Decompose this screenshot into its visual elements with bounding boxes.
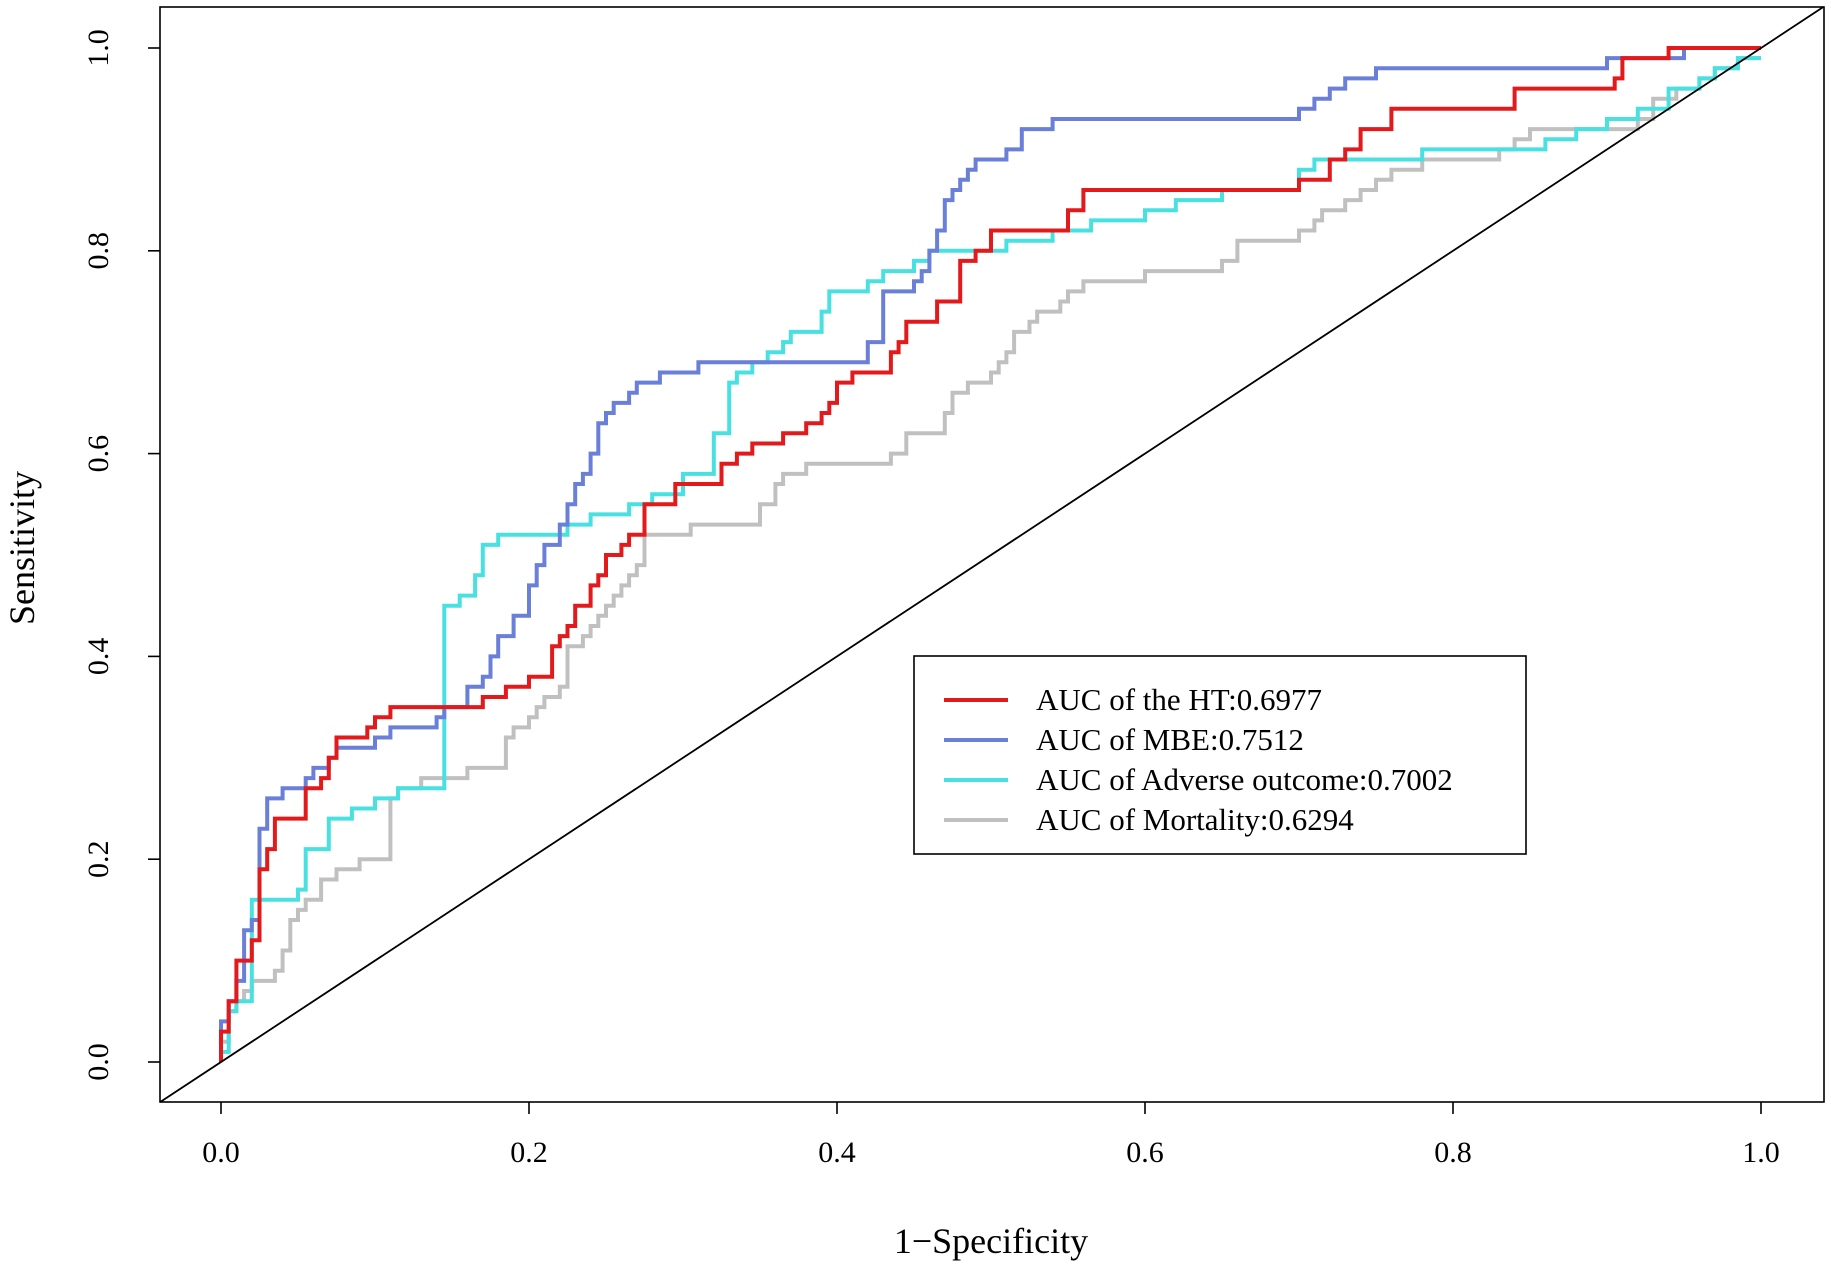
legend-label-2: AUC of MBE:0.7512 [1036, 722, 1304, 757]
legend-label-1: AUC of the HT:0.6977 [1036, 682, 1322, 717]
x-tick-label: 0.0 [202, 1136, 240, 1169]
reference-diagonal-line [159, 6, 1824, 1103]
legend-box [913, 655, 1527, 855]
y-axis: 0.0 0.2 0.4 0.6 0.8 1.0 [82, 29, 160, 1081]
legend-label-4: AUC of Mortality:0.6294 [1036, 802, 1354, 837]
y-tick-label: 0.0 [82, 1043, 115, 1081]
reference-layer [159, 6, 1824, 1103]
plot-frame [159, 6, 1825, 1103]
roc-series-line-3 [219, 56, 1761, 1062]
y-tick-label: 0.2 [82, 840, 115, 878]
y-tick-label: 0.4 [82, 638, 115, 676]
y-tick-label: 1.0 [82, 29, 115, 67]
x-tick-label: 0.4 [818, 1136, 856, 1169]
x-tick-label: 0.6 [1126, 1136, 1164, 1169]
roc-series-line-1 [219, 46, 1761, 1062]
x-tick-label: 0.2 [510, 1136, 548, 1169]
x-tick-label: 1.0 [1742, 1136, 1780, 1169]
legend: AUC of the HT:0.6977 AUC of MBE:0.7512 AUC… [913, 655, 1527, 855]
legend-label-3: AUC of Adverse outcome:0.7002 [1036, 762, 1453, 797]
x-tick-label: 0.8 [1434, 1136, 1472, 1169]
series-layer [219, 46, 1761, 1062]
y-axis-label: Sensitivity [2, 471, 42, 625]
roc-series-line-4 [219, 56, 1761, 1062]
x-axis: 0.0 0.2 0.4 0.6 0.8 1.0 [202, 1102, 1780, 1169]
y-tick-label: 0.8 [82, 232, 115, 269]
roc-series-line-2 [219, 46, 1761, 1062]
y-tick-label: 0.6 [82, 435, 115, 473]
x-axis-label: 1−Specificity [894, 1221, 1088, 1261]
